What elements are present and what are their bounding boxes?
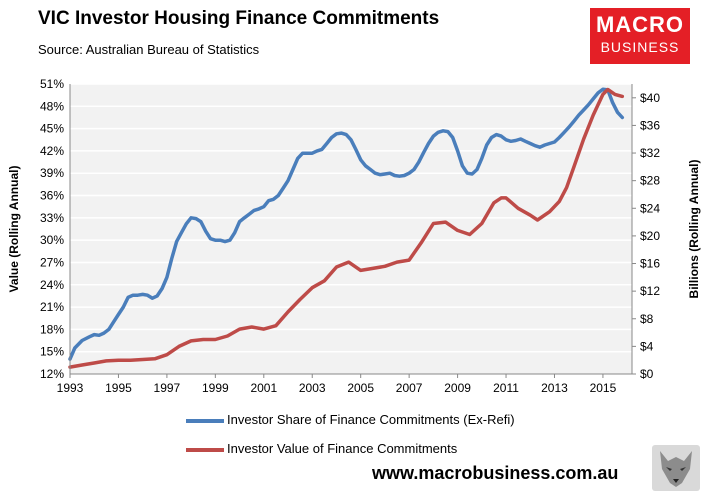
legend-label-share: Investor Share of Finance Commitments (E… <box>227 412 515 427</box>
logo-line-2: BUSINESS <box>600 39 680 55</box>
legend-item-share: Investor Share of Finance Commitments (E… <box>186 412 515 427</box>
y-left-tick-label: 21% <box>40 300 64 314</box>
tick-labels: 12% 15% 18% 21% 24% 27% 30% 33% 36% 39% 42% 45% 48% 5… <box>40 77 660 395</box>
x-tick-label: 2003 <box>299 381 326 395</box>
legend-swatch-share <box>186 418 224 423</box>
y-right-tick-label: $32 <box>640 146 660 160</box>
series-line-investor-share <box>68 87 625 361</box>
y-right-tick-label: $40 <box>640 91 660 105</box>
y-left-tick-label: 33% <box>40 211 64 225</box>
y-left-tick-label: 42% <box>40 144 64 158</box>
y-axis-left-label: Value (Rolling Annual) <box>7 166 21 293</box>
y-left-tick-label: 27% <box>40 255 64 269</box>
y-left-tick-label: 51% <box>40 77 64 91</box>
chart-axes <box>69 84 636 378</box>
y-right-tick-label: $16 <box>640 257 660 271</box>
x-tick-label: 2013 <box>541 381 568 395</box>
x-tick-label: 2007 <box>396 381 423 395</box>
y-left-tick-label: 45% <box>40 122 64 136</box>
x-tick-label: 1999 <box>202 381 229 395</box>
gridlines <box>70 83 632 353</box>
y-right-tick-label: $0 <box>640 367 654 381</box>
wolf-logo-icon <box>652 445 700 491</box>
y-left-tick-label: 12% <box>40 367 64 381</box>
line-chart: 12% 15% 18% 21% 24% 27% 30% 33% 36% 39% 42% 45% 48% 5… <box>7 77 701 395</box>
x-tick-label: 2001 <box>250 381 277 395</box>
x-tick-label: 1993 <box>57 381 84 395</box>
macrobusiness-logo: MACRO BUSINESS <box>590 8 690 64</box>
legend-swatch-value <box>186 447 224 452</box>
legend-item-value: Investor Value of Finance Commitments <box>186 441 457 456</box>
series-line-investor-value <box>68 87 625 369</box>
x-tick-label: 1995 <box>105 381 132 395</box>
y-left-tick-label: 15% <box>40 345 64 359</box>
y-right-tick-label: $8 <box>640 312 654 326</box>
legend-label-value: Investor Value of Finance Commitments <box>227 441 458 456</box>
y-left-tick-label: 48% <box>40 99 64 113</box>
y-left-tick-label: 36% <box>40 189 64 203</box>
y-left-tick-label: 24% <box>40 278 64 292</box>
chart-series <box>68 87 625 369</box>
y-right-tick-label: $4 <box>640 339 654 353</box>
chart-subtitle: Source: Australian Bureau of Statistics <box>38 42 260 57</box>
y-right-tick-label: $24 <box>640 201 660 215</box>
x-tick-label: 2009 <box>444 381 471 395</box>
y-right-tick-label: $12 <box>640 284 660 298</box>
y-right-tick-label: $28 <box>640 174 660 188</box>
logo-line-1: MACRO <box>595 12 685 37</box>
y-axis-right-label: Billions (Rolling Annual) <box>687 160 701 299</box>
y-right-tick-label: $20 <box>640 229 660 243</box>
y-right-tick-label: $36 <box>640 118 660 132</box>
x-tick-label: 2015 <box>590 381 617 395</box>
website-url: www.macrobusiness.com.au <box>372 463 619 483</box>
x-tick-label: 1997 <box>154 381 181 395</box>
y-left-tick-label: 30% <box>40 233 64 247</box>
chart-title: VIC Investor Housing Finance Commitments <box>38 8 440 29</box>
y-left-tick-label: 18% <box>40 322 64 336</box>
plot-area <box>70 84 632 374</box>
y-left-tick-label: 39% <box>40 166 64 180</box>
x-tick-label: 2005 <box>347 381 374 395</box>
x-tick-label: 2011 <box>493 381 519 395</box>
